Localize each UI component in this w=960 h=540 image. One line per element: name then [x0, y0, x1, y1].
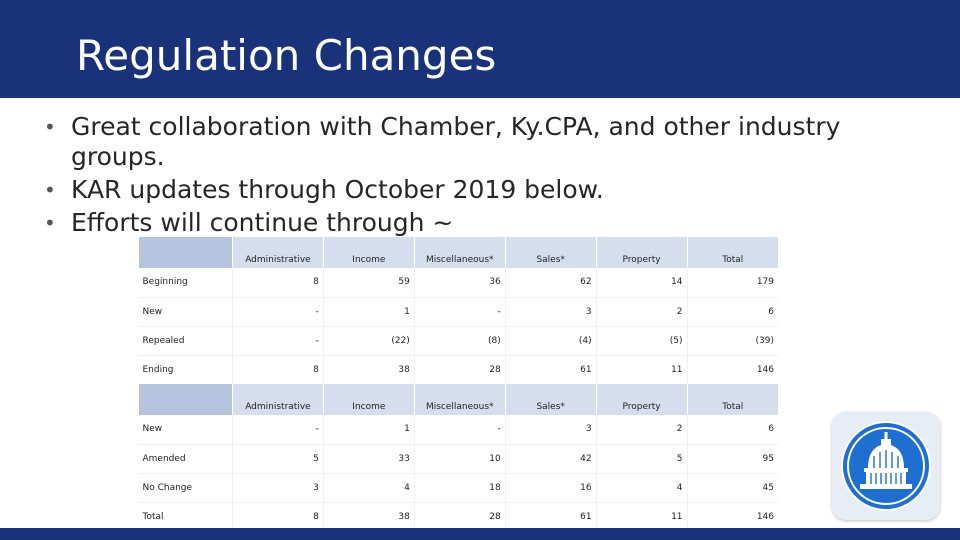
- table-cell: 2: [595, 415, 688, 445]
- table-cell: -: [232, 326, 324, 356]
- table-cell: 16: [504, 473, 597, 503]
- table-cell: 10: [413, 444, 506, 474]
- table-cell: 59: [322, 268, 415, 298]
- table-cell: -: [232, 415, 324, 445]
- table-row: Beginning 8 59 36 62 14 179: [138, 268, 778, 298]
- table-cell: (5): [595, 326, 688, 356]
- table-row: New -1-3 2 6: [138, 415, 778, 445]
- bullet-text: Efforts will continue through ~: [71, 208, 454, 237]
- column-header: Total: [686, 384, 778, 415]
- table-cell: 28: [413, 502, 506, 532]
- column-header: Miscellaneous*: [413, 384, 506, 415]
- table-body: Beginning 8 59 36 62 14 179 New -1-3 2 6 Repealed -(…: [138, 268, 778, 385]
- table-cell: (4): [504, 326, 597, 356]
- bullet-list: • Great collaboration with Chamber, Ky.CP…: [44, 112, 924, 241]
- table-cell: 3: [504, 297, 597, 327]
- table-cell: 6: [686, 415, 778, 445]
- table-row: Amended 5 33 10 42 5 95: [138, 444, 778, 474]
- table-cell: 11: [595, 355, 688, 385]
- table-row: Total 8 38 28 61 11 146: [138, 502, 778, 532]
- table-cell: 146: [686, 502, 778, 532]
- table-cell: -: [232, 297, 324, 327]
- column-header: Income: [322, 237, 415, 268]
- column-header: Administrative: [232, 384, 324, 415]
- table-cell: 14: [595, 268, 688, 298]
- table-cell: 5: [595, 444, 688, 474]
- column-header: Sales*: [504, 237, 597, 268]
- column-header: Administrative: [232, 237, 324, 268]
- table-cell: 1: [322, 297, 415, 327]
- table-cell: 146: [686, 355, 778, 385]
- row-label: No Change: [138, 473, 233, 503]
- column-header: Sales*: [504, 384, 597, 415]
- column-header: Total: [686, 237, 778, 268]
- slide-header: Regulation Changes: [0, 0, 960, 98]
- capitol-dome-icon: [841, 421, 931, 511]
- footer-bar: [0, 528, 960, 540]
- table-cell: 8: [232, 502, 324, 532]
- table-cell: 33: [322, 444, 415, 474]
- table-row: No Change 3 4 18 16 4 45: [138, 473, 778, 503]
- bullet-text: KAR updates through October 2019 below.: [71, 175, 604, 204]
- table-cell: (22): [322, 326, 415, 356]
- table-cell: 45: [686, 473, 778, 503]
- column-header: Miscellaneous*: [413, 237, 506, 268]
- table-cell: 18: [413, 473, 506, 503]
- table-cell: (39): [686, 326, 778, 356]
- row-label: Beginning: [138, 268, 233, 298]
- table-cell: 61: [504, 502, 597, 532]
- table-cell: 42: [504, 444, 597, 474]
- table-cell: -: [413, 415, 506, 445]
- table-header-row: Administrative Income Miscellaneous* Sal…: [138, 237, 778, 268]
- table-cell: 11: [595, 502, 688, 532]
- bullet-item: • Great collaboration with Chamber, Ky.CP…: [44, 112, 924, 172]
- table-cell: 179: [686, 268, 778, 298]
- kar-status-table: Administrative Income Miscellaneous* Sal…: [138, 384, 778, 532]
- table-cell: -: [413, 297, 506, 327]
- kar-summary-table: Administrative Income Miscellaneous* Sal…: [138, 237, 778, 385]
- table-cell: 95: [686, 444, 778, 474]
- table-header-row: Administrative Income Miscellaneous* Sal…: [138, 384, 778, 415]
- row-label: Ending: [138, 355, 233, 385]
- table-cell: 3: [232, 473, 324, 503]
- table-cell: 8: [232, 355, 324, 385]
- table-cell: 28: [413, 355, 506, 385]
- bullet-text: Great collaboration with Chamber, Ky.CPA…: [71, 112, 841, 171]
- table-cell: 38: [322, 355, 415, 385]
- table-cell: 4: [595, 473, 688, 503]
- row-label: Amended: [138, 444, 233, 474]
- header-blank-cell: [138, 384, 233, 415]
- table-cell: 1: [322, 415, 415, 445]
- table-cell: 38: [322, 502, 415, 532]
- table-cell: 3: [504, 415, 597, 445]
- table-cell: 61: [504, 355, 597, 385]
- table-cell: 6: [686, 297, 778, 327]
- table-cell: 4: [322, 473, 415, 503]
- slide-title: Regulation Changes: [76, 31, 497, 80]
- capitol-dome-logo: [832, 412, 940, 520]
- table-cell: (8): [413, 326, 506, 356]
- header-blank-cell: [138, 237, 233, 268]
- table-cell: 36: [413, 268, 506, 298]
- table-body: New -1-3 2 6 Amended 5 33 10 42 5 95 No Change 3 4 18 1…: [138, 415, 778, 532]
- bullet-item: • KAR updates through October 2019 below.: [44, 175, 924, 205]
- table-cell: 5: [232, 444, 324, 474]
- row-label: Total: [138, 502, 233, 532]
- row-label: New: [138, 415, 233, 445]
- bullet-item: • Efforts will continue through ~: [44, 208, 924, 238]
- bullet-icon: •: [44, 115, 56, 139]
- column-header: Property: [595, 384, 688, 415]
- table-row: Repealed - (22) (8) (4) (5) (39): [138, 326, 778, 356]
- column-header: Property: [595, 237, 688, 268]
- table-row: New -1-3 2 6: [138, 297, 778, 327]
- bullet-icon: •: [44, 211, 56, 235]
- column-header: Income: [322, 384, 415, 415]
- table-cell: 62: [504, 268, 597, 298]
- table-cell: 2: [595, 297, 688, 327]
- table-row: Ending 8 38 28 61 11 146: [138, 355, 778, 385]
- row-label: Repealed: [138, 326, 233, 356]
- table-cell: 8: [232, 268, 324, 298]
- bullet-icon: •: [44, 178, 56, 202]
- row-label: New: [138, 297, 233, 327]
